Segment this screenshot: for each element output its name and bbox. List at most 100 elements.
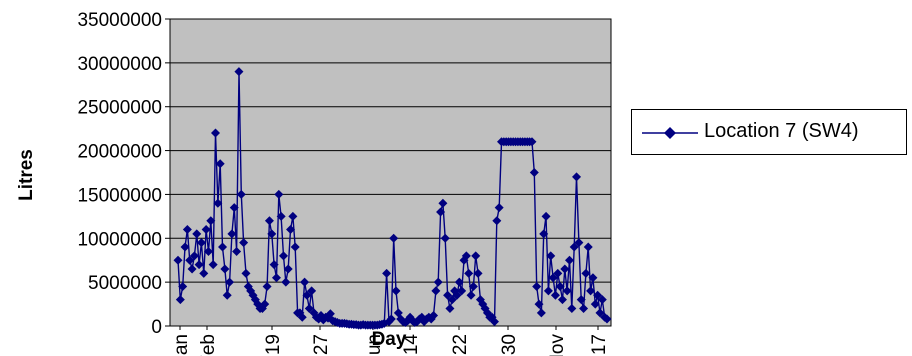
data-point (572, 172, 582, 182)
y-axis-title: Litres (16, 149, 37, 201)
y-tick-label: 25000000 (77, 98, 162, 119)
data-point (574, 238, 584, 248)
data-point (438, 198, 448, 208)
data-point (196, 238, 206, 248)
data-point (454, 277, 464, 287)
y-tick-label: 10000000 (77, 229, 162, 250)
data-point (218, 242, 228, 252)
data-point (175, 295, 185, 305)
data-point (564, 255, 574, 265)
data-point (391, 286, 401, 296)
data-point (182, 225, 192, 235)
y-tick-label: 30000000 (77, 54, 162, 75)
data-point (567, 303, 577, 313)
data-point (436, 207, 446, 217)
data-point (389, 233, 399, 243)
data-point (457, 286, 467, 296)
data-point (602, 314, 612, 324)
x-tick-label: 30 (499, 334, 520, 355)
data-point (307, 286, 317, 296)
data-point (595, 308, 605, 318)
data-point (208, 260, 218, 270)
data-point (297, 312, 307, 322)
legend-label: Location 7 (SW4) (704, 120, 859, 142)
data-point (227, 229, 237, 239)
data-point (206, 216, 216, 226)
data-point (494, 203, 504, 213)
data-point (489, 317, 499, 327)
data-point (445, 303, 455, 313)
data-point (229, 203, 239, 213)
plot-area (169, 18, 612, 327)
data-point (274, 189, 284, 199)
x-tick-label: Nov (547, 334, 568, 356)
legend: Location 7 (SW4) (631, 109, 907, 155)
y-axis: 0 5000000 10000000 15000000 20000000 25000000… (77, 10, 170, 338)
data-point (276, 211, 286, 221)
data-point (304, 303, 314, 313)
data-point (546, 251, 556, 261)
data-point (225, 277, 235, 287)
data-point (271, 273, 281, 283)
data-point (429, 310, 439, 320)
data-point (588, 273, 598, 283)
data-point (236, 189, 246, 199)
data-point (539, 229, 549, 239)
data-point (262, 282, 272, 292)
data-point (550, 290, 560, 300)
data-point (586, 286, 596, 296)
data-point (288, 211, 298, 221)
data-point (553, 268, 563, 278)
data-point (433, 277, 443, 287)
data-point (269, 260, 279, 270)
data-point (222, 290, 232, 300)
data-point (461, 251, 471, 261)
data-point (532, 282, 542, 292)
data-point (560, 264, 570, 274)
data-point (281, 277, 291, 287)
x-tick-label: 19 (263, 334, 284, 355)
data-point (213, 198, 223, 208)
data-point (185, 255, 195, 265)
x-tick-label: Jan (171, 334, 192, 356)
data-point (583, 242, 593, 252)
x-tick-label: 27 (311, 334, 332, 355)
data-point (194, 260, 204, 270)
data-point (579, 303, 589, 313)
data-point (283, 264, 293, 274)
data-point (302, 290, 312, 300)
x-axis-title: Day (372, 329, 407, 350)
data-point (597, 295, 607, 305)
data-point (440, 233, 450, 243)
data-point (189, 251, 199, 261)
data-point (386, 314, 396, 324)
data-point (541, 211, 551, 221)
data-point (468, 282, 478, 292)
data-point (548, 273, 558, 283)
data-point (264, 216, 274, 226)
data-point (534, 299, 544, 309)
x-tick-label: 17 (589, 334, 610, 355)
data-point (267, 229, 277, 239)
y-tick-label: 0 (151, 317, 162, 338)
data-point (300, 277, 310, 287)
legend-marker-icon (642, 127, 698, 139)
data-point (452, 290, 462, 300)
data-point (555, 282, 565, 292)
data-point (211, 128, 221, 138)
data-point (220, 264, 230, 274)
data-point (447, 295, 457, 305)
data-point (529, 168, 539, 177)
y-tick-label: 20000000 (77, 142, 162, 163)
data-point (527, 137, 537, 147)
data-point (187, 264, 197, 274)
data-point (239, 238, 249, 248)
data-point (286, 225, 296, 235)
y-tick-label: 35000000 (77, 10, 162, 31)
data-point (562, 286, 572, 296)
data-point (180, 242, 190, 252)
data-point (260, 299, 270, 309)
data-point (576, 295, 586, 305)
data-point (173, 255, 183, 265)
